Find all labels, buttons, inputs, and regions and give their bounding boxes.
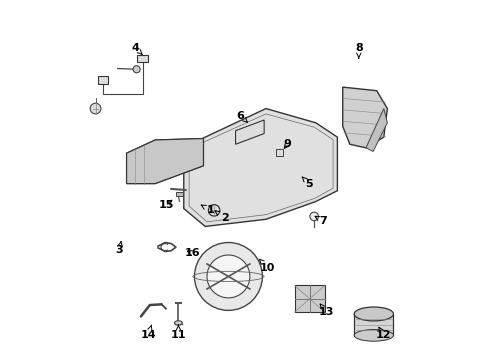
- Text: 6: 6: [236, 111, 247, 122]
- Text: 11: 11: [170, 325, 186, 341]
- Bar: [275, 149, 283, 156]
- Polygon shape: [235, 120, 264, 144]
- Text: 5: 5: [302, 177, 312, 189]
- Text: 13: 13: [318, 304, 334, 317]
- Ellipse shape: [174, 321, 182, 325]
- Circle shape: [208, 204, 220, 216]
- Text: 10: 10: [259, 259, 275, 273]
- Text: 8: 8: [354, 43, 362, 58]
- Text: 2: 2: [215, 211, 228, 222]
- Text: 16: 16: [184, 248, 200, 258]
- FancyBboxPatch shape: [137, 55, 148, 63]
- Bar: [175, 192, 183, 196]
- Circle shape: [309, 212, 318, 221]
- FancyBboxPatch shape: [98, 76, 108, 84]
- Text: 12: 12: [375, 327, 391, 341]
- Circle shape: [206, 255, 249, 298]
- Text: 14: 14: [140, 325, 156, 341]
- Polygon shape: [342, 87, 386, 148]
- Polygon shape: [183, 109, 337, 226]
- Text: 9: 9: [283, 139, 291, 149]
- Polygon shape: [365, 109, 386, 152]
- Polygon shape: [126, 139, 203, 184]
- Text: 3: 3: [116, 242, 123, 255]
- Circle shape: [133, 66, 140, 73]
- Bar: [294, 285, 324, 312]
- Bar: [353, 314, 393, 336]
- Text: 7: 7: [314, 216, 326, 226]
- Text: 1: 1: [201, 205, 214, 215]
- Text: 4: 4: [131, 43, 142, 55]
- Ellipse shape: [353, 307, 393, 321]
- Circle shape: [194, 243, 262, 310]
- Polygon shape: [126, 139, 203, 184]
- Text: 15: 15: [158, 200, 173, 210]
- Circle shape: [90, 103, 101, 114]
- Ellipse shape: [353, 330, 393, 341]
